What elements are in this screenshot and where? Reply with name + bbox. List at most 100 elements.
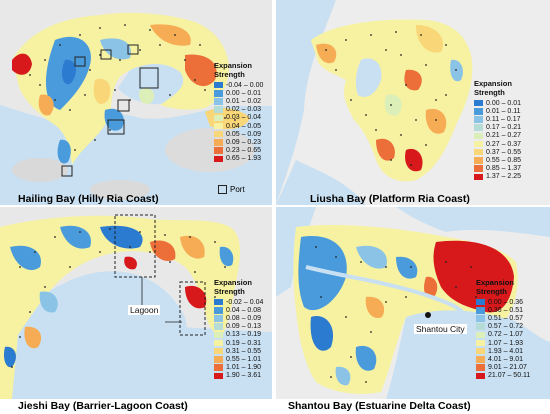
- legend-swatch: [476, 323, 485, 330]
- legend-label: -0.04 – 0.00: [226, 81, 264, 89]
- legend-rows: 0.00 – 0.36 0.36 – 0.51 0.51 – 0.57 0.57 – …: [476, 298, 530, 380]
- legend-item: 0.65 – 1.93: [214, 155, 263, 163]
- legend-jieshi-bay: Expansion Strength -0.02 – 0.04 0.04 – 0.…: [214, 278, 263, 380]
- caption-jieshi-bay: Jieshi Bay (Barrier-Lagoon Coast): [18, 400, 188, 412]
- legend-label: 0.09 – 0.23: [226, 138, 262, 146]
- legend-item: 0.21 – 0.27: [474, 132, 521, 140]
- legend-title: Expansion Strength: [214, 278, 252, 296]
- legend-swatch: [474, 108, 483, 115]
- legend-item: -0.02 – 0.04: [214, 298, 263, 306]
- legend-item: 0.27 – 0.37: [474, 140, 521, 148]
- legend-label: 0.19 – 0.31: [226, 339, 262, 347]
- legend-item: 0.55 – 1.01: [214, 355, 263, 363]
- port-box-icon: [218, 185, 227, 194]
- legend-label: 21.07 – 50.11: [488, 372, 531, 380]
- legend-liusha-bay: Expansion Strength 0.00 – 0.01 0.01 – 0.1…: [474, 79, 521, 181]
- legend-hailing-bay: Expansion Strength -0.04 – 0.00 0.00 – 0.…: [214, 61, 263, 163]
- legend-label: 0.04 – 0.08: [226, 306, 262, 314]
- legend-label: 1.93 – 4.01: [488, 347, 524, 355]
- legend-item: 0.09 – 0.13: [214, 323, 263, 331]
- legend-item: 1.90 – 3.61: [214, 372, 263, 380]
- legend-item: 1.07 – 1.93: [476, 339, 530, 347]
- legend-title: Expansion Strength: [214, 61, 252, 79]
- legend-swatch: [214, 298, 223, 306]
- legend-swatch: [214, 81, 223, 89]
- legend-label: 0.37 – 0.55: [486, 148, 522, 156]
- caption-shantou-bay: Shantou Bay (Estuarine Delta Coast): [288, 400, 471, 412]
- legend-label: 0.55 – 0.85: [486, 156, 522, 164]
- liusha-bay-map: [276, 0, 550, 205]
- legend-label: 0.57 – 0.72: [488, 323, 524, 331]
- legend-label: 0.55 – 1.01: [226, 355, 262, 363]
- legend-swatch: [474, 148, 483, 156]
- legend-label: 0.17 – 0.21: [486, 124, 522, 132]
- panel-shantou-bay: Shantou City Expansion Strength 0.00 – 0…: [276, 207, 550, 399]
- hailing-bay-map: [0, 0, 272, 205]
- legend-label: 0.11 – 0.17: [486, 115, 521, 123]
- legend-item: 0.51 – 0.57: [476, 314, 530, 322]
- legend-item: 0.08 – 0.09: [214, 314, 263, 322]
- legend-item: 0.04 – 0.08: [214, 306, 263, 314]
- legend-swatch: [476, 307, 485, 314]
- legend-label: 0.01 – 0.02: [226, 97, 262, 105]
- legend-label: 4.01 – 9.01: [488, 355, 524, 363]
- legend-swatch: [476, 372, 485, 380]
- legend-swatch: [476, 315, 485, 322]
- shantou-bay-map: [276, 207, 550, 399]
- legend-swatch: [214, 147, 223, 154]
- legend-item: 0.37 – 0.55: [474, 148, 521, 156]
- legend-swatch: [214, 347, 223, 355]
- legend-swatch: [214, 323, 223, 330]
- legend-label: 0.27 – 0.37: [486, 140, 522, 148]
- legend-swatch: [474, 116, 483, 123]
- legend-item: 1.01 – 1.90: [214, 364, 263, 372]
- legend-swatch: [214, 114, 223, 122]
- legend-label: 0.02 – 0.03: [226, 106, 262, 114]
- legend-item: 0.03 – 0.04: [214, 114, 263, 122]
- map-label-shantou-city: Shantou City: [414, 324, 467, 334]
- legend-swatch: [214, 139, 223, 146]
- legend-swatch: [476, 347, 485, 355]
- legend-swatch: [214, 356, 223, 363]
- legend-swatch: [474, 165, 483, 172]
- port-legend: Port: [218, 185, 245, 194]
- legend-item: 0.13 – 0.19: [214, 331, 263, 339]
- legend-label: 0.65 – 1.93: [226, 155, 262, 163]
- legend-label: 0.21 – 0.27: [486, 132, 522, 140]
- legend-swatch: [474, 173, 483, 181]
- legend-swatch: [474, 157, 483, 164]
- legend-rows: -0.04 – 0.00 0.00 – 0.01 0.01 – 0.02 0.02 –…: [214, 81, 263, 163]
- legend-label: 1.90 – 3.61: [226, 372, 262, 380]
- legend-swatch: [214, 122, 223, 130]
- legend-label: 0.05 – 0.09: [226, 130, 262, 138]
- legend-label: 0.01 – 0.11: [486, 107, 521, 115]
- legend-item: 21.07 – 50.11: [476, 372, 530, 380]
- legend-label: 0.00 – 0.36: [488, 298, 524, 306]
- legend-swatch: [214, 339, 223, 347]
- legend-item: 0.72 – 1.07: [476, 331, 530, 339]
- legend-label: 0.08 – 0.09: [226, 314, 262, 322]
- legend-label: -0.02 – 0.04: [226, 298, 264, 306]
- legend-item: 0.04 – 0.05: [214, 122, 263, 130]
- legend-label: 0.00 – 0.01: [486, 99, 522, 107]
- caption-liusha-bay: Liusha Bay (Platform Ria Coast): [310, 193, 470, 205]
- panel-hailing-bay: Expansion Strength -0.04 – 0.00 0.00 – 0.…: [0, 0, 272, 205]
- port-label: Port: [230, 185, 245, 194]
- legend-label: 0.36 – 0.51: [488, 306, 524, 314]
- legend-item: 0.00 – 0.01: [214, 89, 263, 97]
- legend-swatch: [476, 331, 485, 339]
- legend-label: 0.31 – 0.55: [226, 347, 262, 355]
- legend-swatch: [474, 140, 483, 148]
- legend-swatch: [474, 132, 483, 140]
- legend-item: 0.01 – 0.02: [214, 97, 263, 105]
- legend-title: Expansion Strength: [476, 278, 514, 296]
- legend-item: 0.00 – 0.01: [474, 99, 521, 107]
- legend-swatch: [476, 356, 485, 363]
- legend-rows: 0.00 – 0.01 0.01 – 0.11 0.11 – 0.17 0.17 – …: [474, 99, 521, 181]
- legend-item: 9.01 – 21.07: [476, 364, 530, 372]
- legend-swatch: [214, 130, 223, 138]
- legend-item: -0.04 – 0.00: [214, 81, 263, 89]
- legend-item: 0.05 – 0.09: [214, 130, 263, 138]
- legend-item: 0.11 – 0.17: [474, 115, 521, 123]
- panel-jieshi-bay: Lagoon Expansion Strength -0.02 – 0.04 0.…: [0, 207, 272, 399]
